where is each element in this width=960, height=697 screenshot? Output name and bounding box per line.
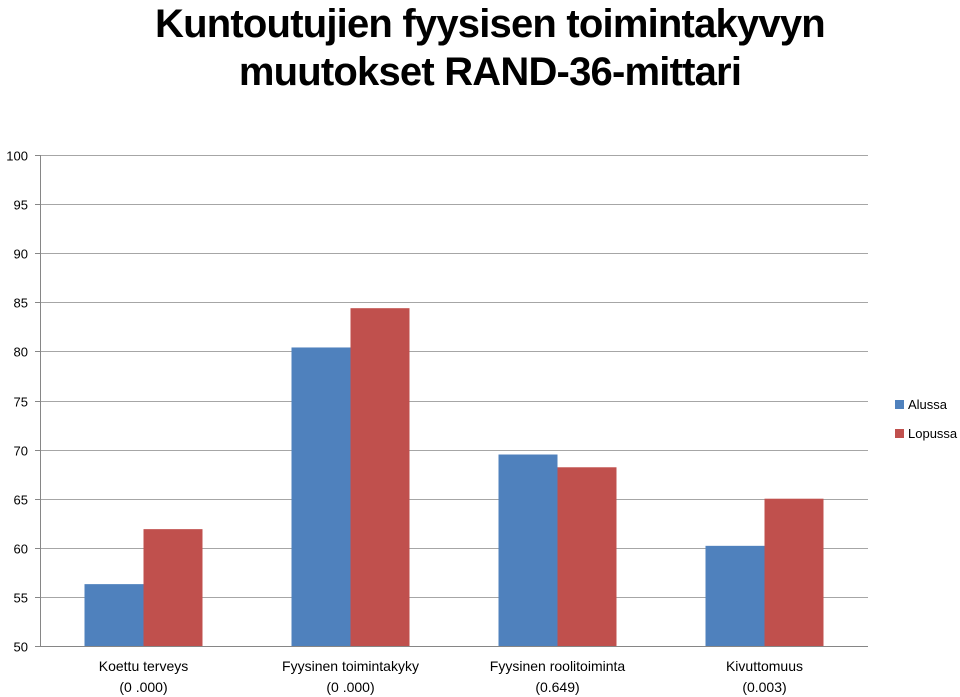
bar-alussa [291, 347, 351, 646]
y-tick-label: 60 [14, 542, 28, 557]
y-tick-label: 50 [14, 640, 28, 655]
bars [84, 308, 824, 646]
bar-lopussa [764, 498, 824, 646]
y-axis-tick-labels: 50 55 60 65 70 75 80 85 90 95 100 [6, 149, 28, 655]
legend-label-alussa: Alussa [908, 397, 948, 412]
gridlines [40, 155, 868, 598]
y-tick-label: 65 [14, 493, 28, 508]
y-tick-label: 100 [6, 149, 28, 164]
x-category-pvalue: (0.649) [535, 679, 579, 695]
x-category-label: Fyysinen toimintakyky [282, 658, 419, 674]
legend-label-lopussa: Lopussa [908, 426, 958, 441]
chart-title-line-2: muutokset RAND-36-mittari [238, 50, 742, 94]
x-axis-category-labels: Koettu terveys (0 .000) Fyysinen toimintak… [99, 658, 803, 695]
bar-alussa [498, 454, 558, 646]
legend: Alussa Lopussa [895, 397, 958, 441]
y-tick-label: 90 [14, 247, 28, 262]
y-tick-label: 95 [14, 198, 28, 213]
x-category-pvalue: (0.003) [742, 679, 786, 695]
y-tick-label: 75 [14, 395, 28, 410]
y-tick-label: 85 [14, 296, 28, 311]
chart-title: Kuntoutujien fyysisen toimintakyvyn muut… [0, 0, 960, 96]
bar-lopussa [350, 308, 410, 646]
y-tick-label: 55 [14, 591, 28, 606]
bar-lopussa [143, 529, 203, 646]
y-tick-label: 80 [14, 345, 28, 360]
bar-alussa [84, 584, 144, 646]
x-category-pvalue: (0 .000) [326, 679, 374, 695]
bar-lopussa [557, 467, 617, 646]
legend-swatch-lopussa [895, 429, 904, 438]
x-category-label: Koettu terveys [99, 658, 189, 674]
y-tick-label: 70 [14, 444, 28, 459]
x-category-pvalue: (0 .000) [119, 679, 167, 695]
legend-swatch-alussa [895, 400, 904, 409]
axes [35, 155, 868, 647]
chart-title-line-1: Kuntoutujien fyysisen toimintakyvyn [155, 2, 826, 46]
x-category-label: Fyysinen roolitoiminta [490, 658, 626, 674]
x-category-label: Kivuttomuus [726, 658, 803, 674]
bar-alussa [705, 545, 765, 646]
